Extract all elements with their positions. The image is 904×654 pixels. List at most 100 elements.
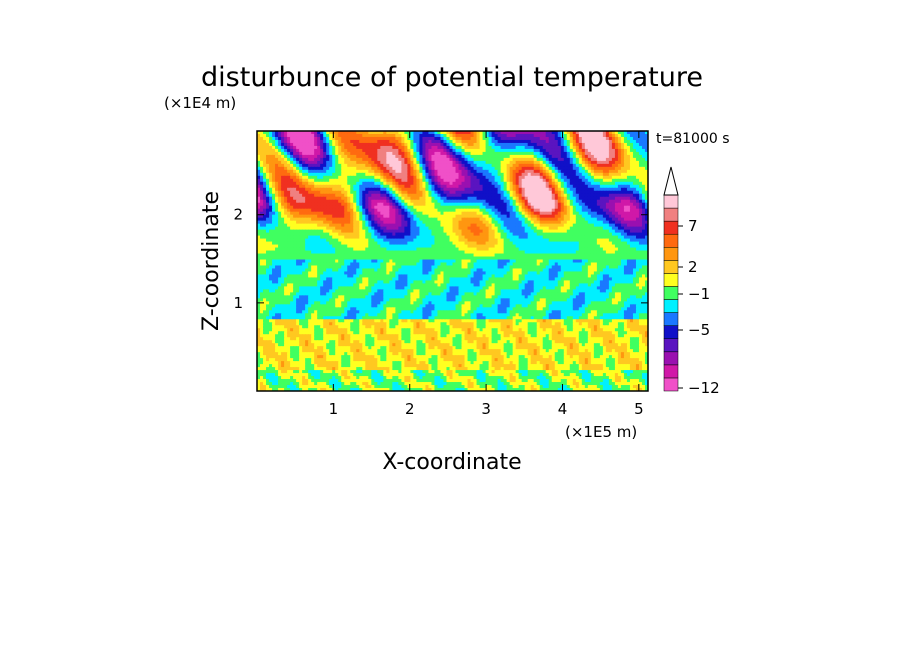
heatmap-cell (308, 172, 312, 177)
heatmap-cell (377, 136, 381, 141)
heatmap-cell (494, 131, 499, 135)
heatmap-cell (407, 175, 411, 180)
heatmap-cell (377, 211, 381, 216)
heatmap-cell (341, 232, 345, 237)
heatmap-cell (437, 217, 442, 222)
heatmap-cell (626, 151, 631, 156)
heatmap-cell (638, 226, 643, 231)
heatmap-cell (401, 142, 405, 147)
heatmap-cell (392, 160, 396, 165)
heatmap-cell (272, 190, 276, 195)
heatmap-cell (308, 241, 312, 246)
heatmap-cell (599, 202, 604, 207)
heatmap-cell (350, 235, 354, 240)
heatmap-cell (638, 241, 643, 246)
heatmap-cell (419, 235, 424, 240)
heatmap-cell (467, 136, 472, 141)
heatmap-cell (422, 238, 427, 243)
heatmap-cell (485, 131, 490, 135)
heatmap-cell (494, 211, 499, 216)
heatmap-cell (521, 223, 526, 228)
heatmap-cell (596, 133, 601, 138)
heatmap-cell (395, 205, 399, 210)
heatmap-cell (299, 139, 303, 144)
heatmap-cell (269, 208, 273, 213)
heatmap-cell (338, 163, 342, 168)
heatmap-cell (626, 232, 631, 237)
heatmap-cell (416, 223, 421, 228)
heatmap-cell (344, 220, 348, 225)
heatmap-cell (518, 169, 523, 174)
heatmap-cell (416, 148, 421, 153)
heatmap-cell (491, 131, 496, 135)
heatmap-cell (422, 131, 427, 135)
heatmap-cell (365, 193, 369, 198)
heatmap-cell (452, 235, 457, 240)
heatmap-cell (272, 131, 276, 135)
heatmap-cell (464, 202, 469, 207)
heatmap-cell (347, 172, 351, 177)
heatmap-cell (368, 232, 372, 237)
heatmap-cell (344, 190, 348, 195)
heatmap-cell (446, 131, 451, 135)
heatmap-cell (545, 139, 550, 144)
heatmap-cell (590, 199, 595, 204)
heatmap-cell (341, 208, 345, 213)
heatmap-cell (437, 196, 442, 201)
heatmap-cell (644, 163, 648, 168)
heatmap-cell (317, 145, 321, 150)
heatmap-cell (563, 241, 568, 246)
heatmap-cell (389, 229, 393, 234)
heatmap-cell (599, 178, 604, 183)
heatmap-cell (560, 211, 565, 216)
heatmap-cell (404, 148, 408, 153)
heatmap-cell (518, 199, 523, 204)
heatmap-cell (506, 139, 511, 144)
heatmap-cell (272, 214, 276, 219)
heatmap-cell (644, 139, 648, 144)
heatmap-cell (431, 232, 436, 237)
heatmap-cell (527, 154, 532, 159)
heatmap-cell (458, 172, 463, 177)
heatmap-cell (479, 238, 484, 243)
heatmap-cell (287, 235, 291, 240)
heatmap-cell (605, 139, 610, 144)
heatmap-cell (335, 235, 339, 240)
heatmap-cell (362, 220, 366, 225)
heatmap-cell (446, 217, 451, 222)
heatmap-cell (422, 223, 427, 228)
heatmap-cell (497, 184, 502, 189)
heatmap-cell (539, 139, 544, 144)
heatmap-cell (275, 214, 279, 219)
heatmap-cell (299, 148, 303, 153)
heatmap-cell (512, 196, 517, 201)
heatmap-cell (509, 151, 514, 156)
heatmap-cell (530, 163, 535, 168)
heatmap-cell (578, 205, 583, 210)
heatmap-cell (425, 154, 430, 159)
heatmap-cell (425, 142, 430, 147)
heatmap-cell (440, 172, 445, 177)
heatmap-cell (578, 232, 583, 237)
heatmap-cell (464, 157, 469, 162)
heatmap-cell (548, 133, 553, 138)
heatmap-cell (359, 154, 363, 159)
heatmap-cell (536, 193, 541, 198)
heatmap-cell (635, 208, 640, 213)
heatmap-cell (590, 142, 595, 147)
heatmap-cell (614, 199, 619, 204)
heatmap-cell (407, 178, 411, 183)
heatmap-cell (365, 244, 369, 249)
heatmap-cell (350, 202, 354, 207)
heatmap-cell (371, 142, 375, 147)
heatmap-cell (533, 238, 538, 243)
heatmap-cell (356, 178, 360, 183)
heatmap-cell (260, 238, 264, 243)
heatmap-cell (515, 190, 520, 195)
heatmap-cell (449, 172, 454, 177)
heatmap-cell (413, 223, 418, 228)
heatmap-cell (644, 184, 648, 189)
heatmap-cell (596, 202, 601, 207)
heatmap-cell (329, 238, 333, 243)
heatmap-cell (320, 244, 324, 249)
